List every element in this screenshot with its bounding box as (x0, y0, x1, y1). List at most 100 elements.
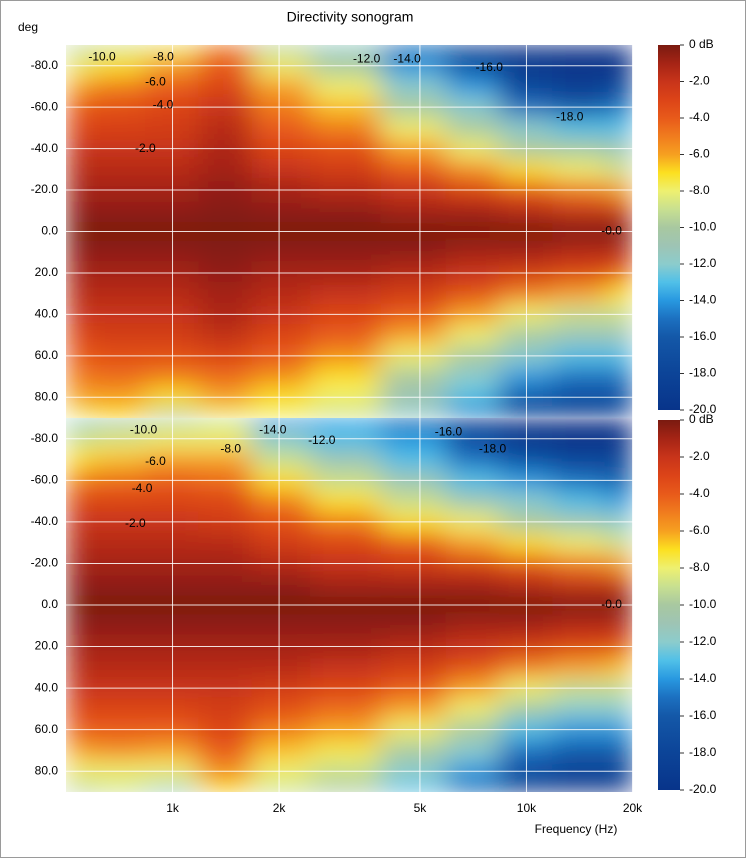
heat-cell (66, 573, 93, 596)
heat-cell (552, 573, 607, 596)
heat-cell (552, 698, 607, 720)
heat-cell (552, 656, 607, 679)
heat-cell (552, 407, 607, 418)
heat-cell (91, 283, 146, 305)
heat-cell (91, 490, 146, 513)
heat-cell (445, 366, 500, 388)
contour-label: -2.0 (135, 141, 156, 155)
heat-cell (251, 573, 311, 596)
heat-cell (198, 117, 253, 139)
heat-cell (66, 366, 93, 388)
heat-cell (251, 615, 311, 637)
heat-cell (445, 740, 500, 762)
y-tick-label: 40.0 (35, 307, 59, 321)
heat-cell (251, 76, 311, 98)
colorbar-label: -8.0 (689, 183, 710, 197)
heat-cell (380, 45, 447, 56)
heat-cell (605, 200, 633, 222)
y-tick-label: 60.0 (35, 722, 59, 736)
colorbar-label: -2.0 (689, 74, 710, 88)
heat-cell (552, 418, 607, 429)
heat-cell (552, 366, 607, 388)
y-tick-label: -40.0 (31, 514, 59, 528)
heat-cell (91, 158, 146, 181)
contour-label: -10.0 (88, 50, 116, 64)
y-tick-label: 60.0 (35, 348, 59, 362)
colorbar-label: -16.0 (689, 708, 717, 722)
heat-cell (198, 407, 253, 418)
heat-cell (445, 532, 500, 554)
y-tick-label: 40.0 (35, 680, 59, 694)
heat-cell (552, 200, 607, 222)
heat-cell (605, 615, 633, 637)
heat-cell (605, 283, 633, 305)
contour-label: -2.0 (125, 516, 146, 530)
heat-cell (552, 158, 607, 181)
heat-cell (251, 366, 311, 388)
heat-cell (445, 698, 500, 720)
y-tick-label: -20.0 (31, 182, 59, 196)
heat-cell (380, 781, 447, 792)
contour-label: -14.0 (259, 423, 287, 437)
heat-cell (310, 418, 382, 429)
heat-cell (605, 117, 633, 139)
x-tick-label: 5k (414, 801, 428, 815)
heat-cell (310, 117, 382, 139)
contour-label: -6.0 (145, 454, 166, 468)
heat-cell (198, 656, 253, 679)
heat-cell (91, 76, 146, 98)
heat-cell (380, 532, 447, 554)
heat-cell (552, 490, 607, 513)
heat-cell (198, 490, 253, 513)
heat-cell (251, 698, 311, 720)
y-tick-label: -60.0 (31, 99, 59, 113)
heat-cell (552, 45, 607, 56)
heat-cell (66, 656, 93, 679)
contour-label: -14.0 (393, 52, 421, 66)
y-tick-label: -40.0 (31, 141, 59, 155)
heat-cell (91, 656, 146, 679)
colorbar (658, 420, 680, 790)
heat-cell (91, 241, 146, 264)
heat-cell (445, 418, 500, 429)
y-tick-label: 80.0 (35, 763, 59, 777)
heat-cell (91, 615, 146, 637)
heat-cell (605, 324, 633, 347)
colorbar (658, 45, 680, 410)
contour-label: -12.0 (308, 433, 336, 447)
heat-cell (91, 781, 146, 792)
heat-cell (380, 615, 447, 637)
heat-cell (66, 200, 93, 222)
colorbar-label: -12.0 (689, 256, 717, 270)
heat-cell (380, 490, 447, 513)
heat-cell (66, 698, 93, 720)
heat-cell (552, 76, 607, 98)
heat-cell (605, 418, 633, 429)
heat-cell (445, 449, 500, 471)
heat-cell (66, 283, 93, 305)
y-axis-label: deg (18, 20, 38, 34)
contour-label: -10.0 (130, 423, 158, 437)
heat-cell (605, 76, 633, 98)
heat-cell (198, 698, 253, 720)
heat-cell (91, 532, 146, 554)
y-tick-label: 80.0 (35, 389, 59, 403)
heat-cell (66, 407, 93, 418)
heat-cell (445, 45, 500, 56)
contour-label: -8.0 (220, 441, 241, 455)
heat-cell (380, 76, 447, 98)
contour-label: -0.0 (601, 597, 622, 611)
heat-cell (445, 283, 500, 305)
contour-label: -12.0 (353, 52, 381, 66)
plot-area: -10.0 -8.0 -6.0 -4.0 -2.0 -12.0 -14.0 -16.0 -18.… (66, 45, 633, 418)
contour-label: -16.0 (476, 60, 504, 74)
x-tick-label: 20k (623, 801, 643, 815)
y-tick-label: -60.0 (31, 473, 59, 487)
heat-cell (310, 366, 382, 388)
colorbar-label: -10.0 (689, 597, 717, 611)
heat-cell (310, 740, 382, 762)
heat-cell (91, 407, 146, 418)
heat-cell (251, 45, 311, 56)
heat-cell (605, 366, 633, 388)
heat-cell (198, 200, 253, 222)
